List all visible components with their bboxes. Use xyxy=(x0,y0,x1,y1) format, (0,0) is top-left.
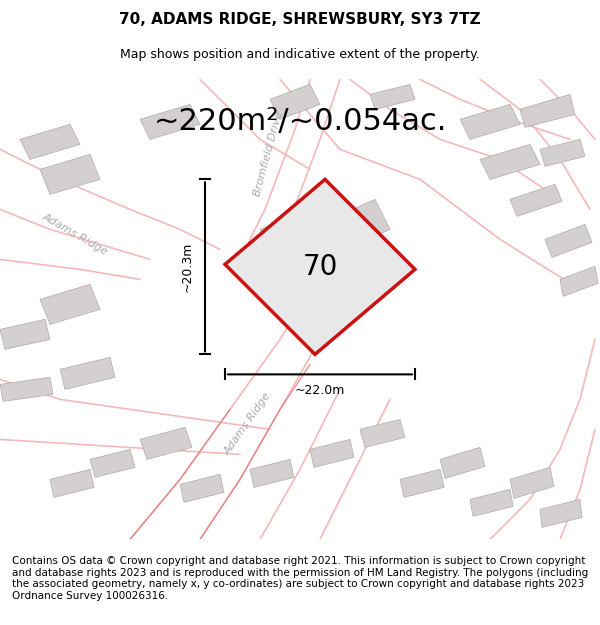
Polygon shape xyxy=(40,284,100,324)
Polygon shape xyxy=(270,259,325,304)
Polygon shape xyxy=(480,144,540,179)
Polygon shape xyxy=(370,84,415,109)
Text: Contains OS data © Crown copyright and database right 2021. This information is : Contains OS data © Crown copyright and d… xyxy=(12,556,588,601)
Polygon shape xyxy=(510,468,554,498)
Text: Adams Ridge: Adams Ridge xyxy=(41,212,109,257)
Polygon shape xyxy=(180,474,224,502)
Polygon shape xyxy=(260,209,320,259)
Polygon shape xyxy=(0,378,53,401)
Text: 70: 70 xyxy=(302,253,338,281)
Polygon shape xyxy=(20,124,80,159)
Polygon shape xyxy=(330,199,390,249)
Polygon shape xyxy=(60,357,115,389)
Polygon shape xyxy=(540,499,582,528)
Polygon shape xyxy=(520,94,575,128)
Polygon shape xyxy=(545,224,592,258)
Polygon shape xyxy=(460,104,520,139)
Polygon shape xyxy=(225,179,415,354)
Polygon shape xyxy=(440,448,485,478)
Text: Map shows position and indicative extent of the property.: Map shows position and indicative extent… xyxy=(120,48,480,61)
Polygon shape xyxy=(270,84,320,119)
Polygon shape xyxy=(90,449,135,478)
Polygon shape xyxy=(310,439,354,468)
Polygon shape xyxy=(40,154,100,194)
Text: 70, ADAMS RIDGE, SHREWSBURY, SY3 7TZ: 70, ADAMS RIDGE, SHREWSBURY, SY3 7TZ xyxy=(119,12,481,27)
Polygon shape xyxy=(0,319,50,349)
Polygon shape xyxy=(140,428,192,459)
Polygon shape xyxy=(560,266,598,296)
Text: Adams Ridge: Adams Ridge xyxy=(223,391,273,458)
Polygon shape xyxy=(360,419,405,447)
Polygon shape xyxy=(250,459,294,488)
Polygon shape xyxy=(540,139,585,166)
Polygon shape xyxy=(50,469,94,498)
Text: ~22.0m: ~22.0m xyxy=(295,384,345,397)
Polygon shape xyxy=(510,184,562,216)
Text: ~20.3m: ~20.3m xyxy=(181,242,193,292)
Polygon shape xyxy=(400,469,444,498)
Text: ~220m²/~0.054ac.: ~220m²/~0.054ac. xyxy=(154,107,446,136)
Polygon shape xyxy=(470,489,513,516)
Text: Bromfield Drive: Bromfield Drive xyxy=(252,111,284,198)
Polygon shape xyxy=(140,104,200,139)
